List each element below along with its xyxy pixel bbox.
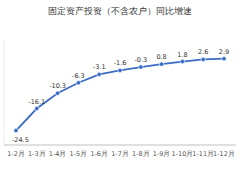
data-label: 1.8	[177, 51, 187, 59]
x-tick-label: 1-10月	[172, 150, 194, 158]
x-tick-label: 1-12月	[213, 150, 235, 158]
y-range-line	[4, 40, 5, 145]
data-point	[139, 65, 143, 69]
data-line	[16, 59, 224, 131]
chart-container: 固定资产投资（不含农户）同比增速 1-2月1-3月1-4月1-5月1-6月1-7月…	[0, 0, 240, 180]
x-tick-label: 1-3月	[28, 150, 46, 158]
data-point	[97, 72, 101, 76]
data-label: -0.3	[134, 56, 147, 64]
data-point	[159, 62, 163, 66]
x-tick-label: 1-2月	[7, 150, 25, 158]
data-point	[180, 59, 184, 63]
data-point	[201, 57, 205, 61]
data-label: -24.5	[12, 136, 29, 144]
title: 固定资产投资（不含农户）同比增速	[48, 6, 192, 16]
x-tick-label: 1-11月	[192, 150, 214, 158]
data-label: 2.9	[219, 48, 229, 56]
data-label: -10.3	[49, 82, 66, 90]
data-point	[35, 106, 39, 110]
data-label: -3.1	[93, 63, 106, 71]
x-tick-label: 1-8月	[132, 150, 150, 158]
plot-area	[14, 56, 226, 132]
chart: 固定资产投资（不含农户）同比增速 1-2月1-3月1-4月1-5月1-6月1-7月…	[0, 0, 240, 180]
x-tick-label: 1-6月	[90, 150, 108, 158]
data-point	[222, 56, 226, 60]
data-point	[76, 81, 80, 85]
x-tick-label: 1-5月	[70, 150, 88, 158]
data-point	[14, 128, 18, 132]
x-tick-label: 1-9月	[153, 150, 171, 158]
data-label: 2.6	[198, 48, 208, 56]
x-tick-label: 1-4月	[49, 150, 67, 158]
data-label: -16.1	[28, 98, 45, 106]
x-axis-line	[4, 145, 236, 146]
data-label: 0.8	[156, 53, 166, 61]
data-point	[118, 68, 122, 72]
data-label: -6.3	[72, 72, 85, 80]
data-label: -1.6	[114, 59, 127, 67]
x-tick-label: 1-7月	[111, 150, 129, 158]
data-point	[55, 91, 59, 95]
